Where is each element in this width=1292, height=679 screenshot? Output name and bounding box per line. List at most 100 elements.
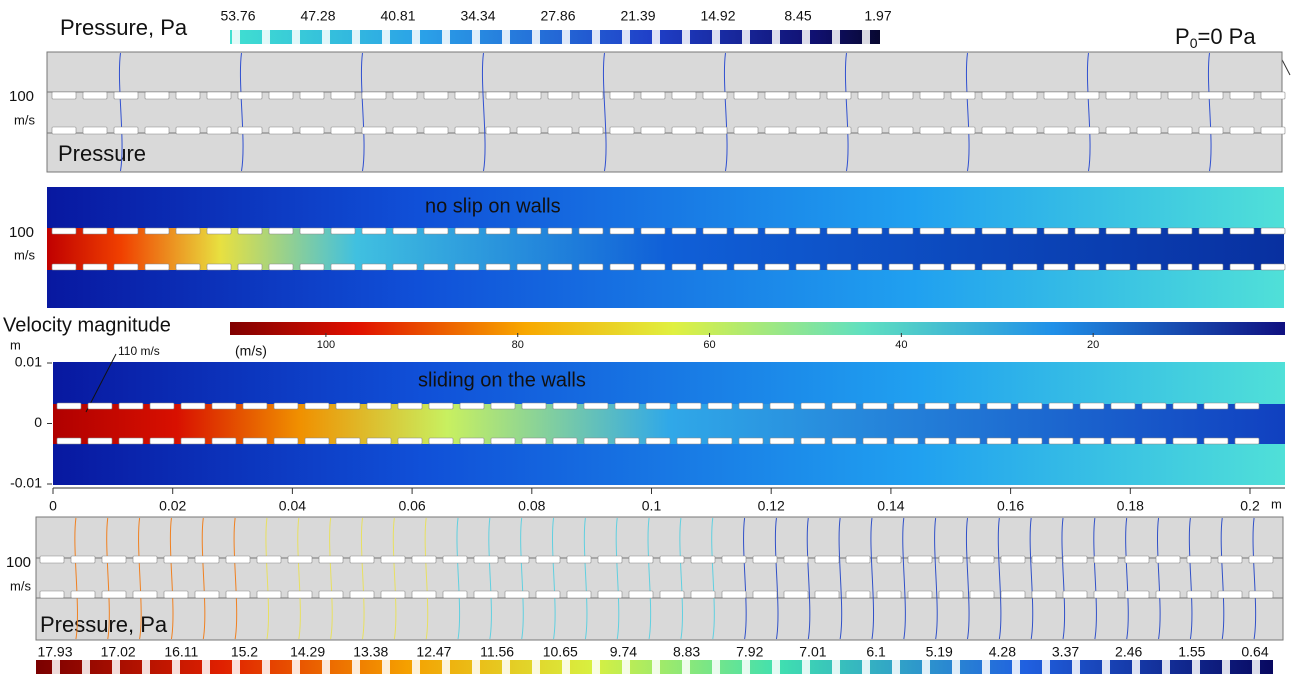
wall-slat <box>889 228 913 234</box>
wall-slat <box>987 403 1011 409</box>
wall-slat <box>982 92 1006 99</box>
wall-slat <box>269 264 293 270</box>
wall-slat <box>584 438 608 444</box>
colorbar-label: 53.76 <box>220 8 255 24</box>
wall-slat <box>567 556 591 563</box>
wall-slat <box>1044 92 1068 99</box>
wall-slat <box>920 228 944 234</box>
wall-slat <box>956 438 980 444</box>
wall-slat <box>536 556 560 563</box>
x-tick-label: 0.04 <box>279 498 306 514</box>
wall-slat <box>610 264 634 270</box>
wall-slat <box>1106 228 1130 234</box>
wall-slat <box>858 264 882 270</box>
wall-slat <box>722 556 746 563</box>
colorbar-label: 8.83 <box>673 644 700 660</box>
wall-slat <box>832 403 856 409</box>
wall-slat <box>195 591 219 598</box>
wall-slat <box>920 127 944 134</box>
colorbar-label: 7.01 <box>799 644 826 660</box>
wall-slat <box>765 127 789 134</box>
wall-slat <box>274 403 298 409</box>
wall-slat <box>827 264 851 270</box>
colorbar-label: 10.65 <box>543 644 578 660</box>
wall-slat <box>150 438 174 444</box>
colorbar-label: 11.56 <box>480 644 514 660</box>
x-tick-label: 0 <box>49 498 57 514</box>
colorbar-label: 6.1 <box>866 644 886 660</box>
wall-slat <box>1013 228 1037 234</box>
wall-slat <box>708 403 732 409</box>
wall-slat <box>52 92 76 99</box>
wall-slat <box>455 228 479 234</box>
wall-slat <box>548 228 572 234</box>
wall-slat <box>119 403 143 409</box>
wall-slat <box>1125 556 1149 563</box>
wall-slat <box>584 403 608 409</box>
wall-slat <box>1018 438 1042 444</box>
wall-slat <box>877 556 901 563</box>
wall-slat <box>57 438 81 444</box>
wall-slat <box>646 403 670 409</box>
wall-slat <box>181 438 205 444</box>
wall-slat <box>579 228 603 234</box>
wall-slat <box>703 264 727 270</box>
caption: no slip on walls <box>425 195 561 217</box>
wall-slat <box>83 264 107 270</box>
colorbar-label: 4.28 <box>989 644 1016 660</box>
wall-slat <box>1106 127 1130 134</box>
wall-slat <box>796 264 820 270</box>
wall-slat <box>629 556 653 563</box>
wall-slat <box>734 127 758 134</box>
colorbar-label: 14.29 <box>290 644 325 660</box>
wall-slat <box>243 438 267 444</box>
wall-slat <box>114 228 138 234</box>
wall-slat <box>114 127 138 134</box>
wall-slat <box>827 92 851 99</box>
wall-slat <box>660 556 684 563</box>
wall-slat <box>331 264 355 270</box>
wall-slat <box>57 403 81 409</box>
wall-slat <box>722 591 746 598</box>
y-tick-label: 0.01 <box>15 354 42 370</box>
wall-slat <box>1111 438 1135 444</box>
wall-slat <box>925 403 949 409</box>
wall-slat <box>1187 556 1211 563</box>
wall-slat <box>827 228 851 234</box>
wall-slat <box>362 127 386 134</box>
outlet-base: P <box>1175 24 1190 49</box>
wall-slat <box>133 556 157 563</box>
x-tick-label: 0.16 <box>997 498 1024 514</box>
wall-slat <box>765 264 789 270</box>
wall-slat <box>610 228 634 234</box>
wall-slat <box>970 556 994 563</box>
wall-slat <box>920 92 944 99</box>
wall-slat <box>1137 127 1161 134</box>
wall-slat <box>1075 92 1099 99</box>
wall-slat <box>145 127 169 134</box>
wall-slat <box>801 403 825 409</box>
wall-slat <box>517 264 541 270</box>
colorbar-unit: (m/s) <box>235 343 267 359</box>
colorbar-tick-label: 20 <box>1087 339 1099 351</box>
wall-slat <box>1199 228 1223 234</box>
colorbar-label: 9.74 <box>610 644 637 660</box>
wall-slat <box>672 228 696 234</box>
wall-slat <box>226 556 250 563</box>
wall-slat <box>305 438 329 444</box>
wall-slat <box>460 403 484 409</box>
outlet-label: P0=0 Pa <box>1175 24 1256 51</box>
wall-slat <box>362 228 386 234</box>
wall-slat <box>734 228 758 234</box>
wall-slat <box>1199 92 1223 99</box>
wall-slat <box>164 591 188 598</box>
wall-slat <box>939 556 963 563</box>
wall-slat <box>71 556 95 563</box>
wall-slat <box>269 127 293 134</box>
wall-slat <box>548 127 572 134</box>
wall-slat <box>522 438 546 444</box>
wall-slat <box>889 127 913 134</box>
wall-slat <box>739 403 763 409</box>
y-tick-label: 0 <box>34 414 42 430</box>
wall-slat <box>424 264 448 270</box>
